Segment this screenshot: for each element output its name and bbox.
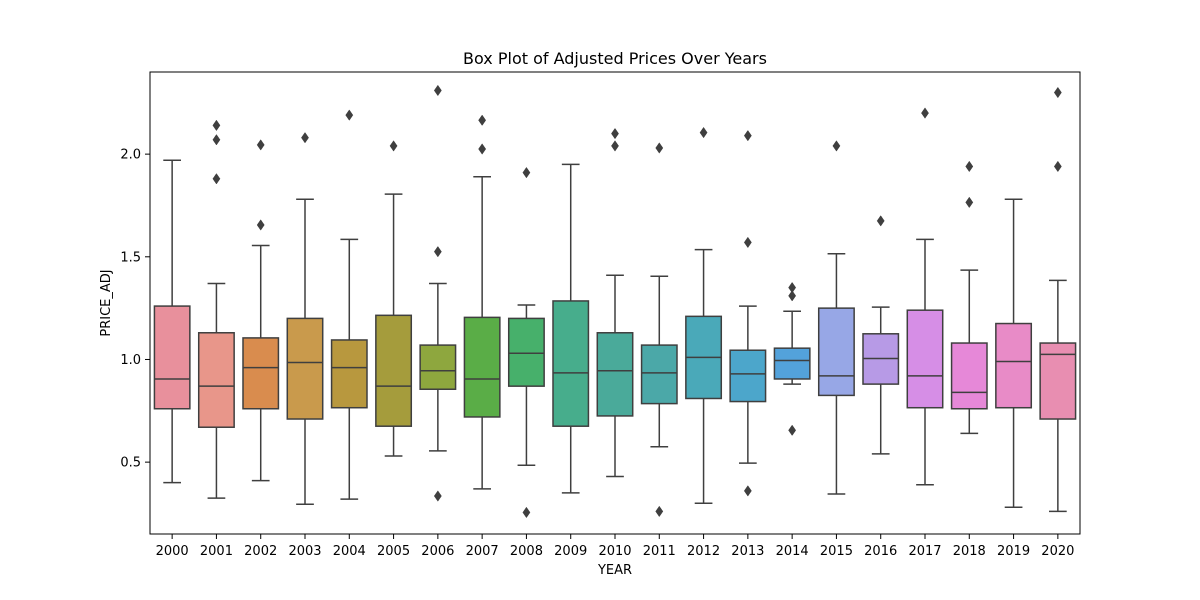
x-tick-label-2018: 2018 xyxy=(953,544,986,559)
flier-2018-1 xyxy=(965,160,974,173)
flier-2001-1 xyxy=(212,134,221,146)
flier-2018-0 xyxy=(965,196,974,209)
flier-2006-2 xyxy=(433,84,442,97)
flier-2008-1 xyxy=(522,166,531,179)
flier-2001-0 xyxy=(212,173,221,185)
flier-2017-0 xyxy=(921,107,929,119)
box-2003 xyxy=(286,317,324,420)
x-tick-label-2007: 2007 xyxy=(466,544,499,559)
flier-2020-1 xyxy=(1053,86,1062,99)
x-tick-label-2011: 2011 xyxy=(643,544,676,559)
flier-2014-2 xyxy=(788,281,797,294)
box-2018 xyxy=(950,342,988,410)
box-2011 xyxy=(640,344,678,405)
x-tick-label-2015: 2015 xyxy=(820,544,853,559)
box-2019 xyxy=(995,322,1033,409)
flier-2007-0 xyxy=(478,143,487,155)
flier-2004-0 xyxy=(345,109,354,121)
flier-2010-0 xyxy=(611,140,619,152)
x-tick-label-2017: 2017 xyxy=(908,544,941,559)
box-2006 xyxy=(419,344,457,390)
y-axis-label: PRICE_ADJ xyxy=(99,269,114,336)
box-2020 xyxy=(1039,342,1077,420)
box-2004 xyxy=(330,339,368,409)
x-tick-label-2009: 2009 xyxy=(554,544,587,559)
x-tick-label-2019: 2019 xyxy=(997,544,1030,559)
flier-2007-1 xyxy=(478,114,487,126)
x-tick-label-2013: 2013 xyxy=(731,544,764,559)
x-tick-label-2010: 2010 xyxy=(598,544,631,559)
x-tick-label-2001: 2001 xyxy=(200,544,233,559)
flier-2002-0 xyxy=(256,219,265,231)
flier-2012-0 xyxy=(699,126,708,139)
box-2005 xyxy=(375,314,413,427)
x-tick-label-2002: 2002 xyxy=(244,544,277,559)
x-tick-label-2006: 2006 xyxy=(421,544,454,559)
y-tick-label-0.5: 0.5 xyxy=(120,456,141,471)
flier-2016-0 xyxy=(876,215,885,227)
flier-2020-0 xyxy=(1053,160,1062,173)
flier-2015-0 xyxy=(832,140,841,152)
y-tick-label-1.0: 1.0 xyxy=(120,353,141,368)
flier-2013-1 xyxy=(743,236,752,249)
box-2008 xyxy=(507,317,545,387)
x-tick-label-2005: 2005 xyxy=(377,544,410,559)
y-tick-label-1.5: 1.5 xyxy=(120,250,141,265)
box-2015 xyxy=(817,307,855,397)
flier-2006-1 xyxy=(433,246,442,258)
box-2009 xyxy=(552,300,590,427)
box-2007 xyxy=(463,316,501,418)
box-2013 xyxy=(729,349,767,403)
box-2000 xyxy=(153,305,191,410)
x-axis-label: YEAR xyxy=(597,563,632,578)
flier-2011-1 xyxy=(655,142,664,154)
flier-2002-1 xyxy=(256,139,265,151)
flier-2014-1 xyxy=(788,290,797,302)
flier-2013-0 xyxy=(743,485,752,497)
flier-2014-0 xyxy=(788,424,797,436)
y-tick-label-2.0: 2.0 xyxy=(120,148,141,163)
x-tick-label-2000: 2000 xyxy=(156,544,189,559)
box-2002 xyxy=(242,337,280,410)
flier-2010-1 xyxy=(611,127,619,140)
x-tick-label-2008: 2008 xyxy=(510,544,543,559)
flier-2001-2 xyxy=(212,119,221,132)
x-tick-label-2020: 2020 xyxy=(1041,544,1074,559)
x-tick-label-2004: 2004 xyxy=(333,544,366,559)
flier-2011-0 xyxy=(655,505,664,518)
flier-2008-0 xyxy=(522,506,531,519)
chart-title: Box Plot of Adjusted Prices Over Years xyxy=(463,49,767,68)
flier-2013-2 xyxy=(743,130,752,142)
x-tick-label-2012: 2012 xyxy=(687,544,720,559)
flier-2005-0 xyxy=(389,140,398,152)
x-tick-label-2014: 2014 xyxy=(776,544,809,559)
box-2014 xyxy=(773,347,811,380)
flier-2003-0 xyxy=(301,132,309,144)
x-tick-label-2016: 2016 xyxy=(864,544,897,559)
plot-area: 0.5 1.0 1.5 2.0 2000 2001 2002 2003 2004 2005 2006… xyxy=(120,71,1081,559)
x-tick-label-2003: 2003 xyxy=(288,544,321,559)
box-2010 xyxy=(596,332,634,417)
box-2001 xyxy=(197,332,235,428)
box-2017 xyxy=(906,309,944,409)
flier-2006-0 xyxy=(433,490,442,502)
